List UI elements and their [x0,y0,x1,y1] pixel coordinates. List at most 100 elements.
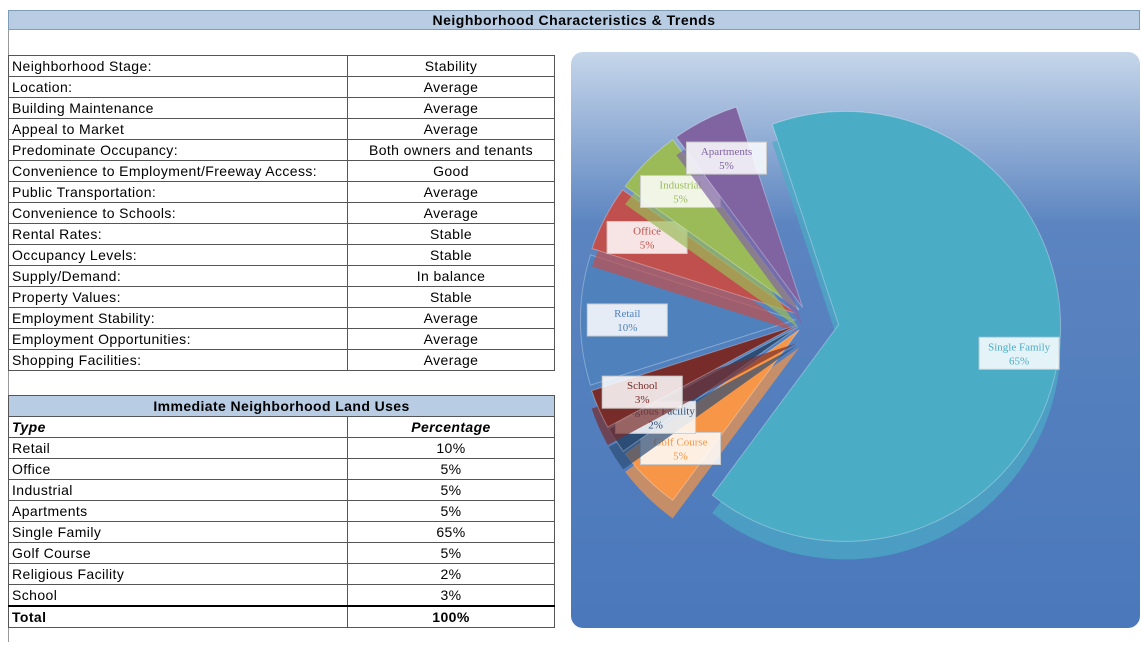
row: Apartments 5% [8,500,555,522]
pie-chart: Retail 10% Office 5% Industrial 5% Apartments 5… [571,52,1140,628]
total-label: Total [8,605,348,628]
label-cell: Supply/Demand: [8,265,348,287]
label-cell: Occupancy Levels: [8,244,348,266]
row: Golf Course 5% [8,542,555,564]
label-box [586,303,668,337]
slice [580,254,797,386]
row: Religious Facility 2% [8,563,555,585]
characteristics-table: Neighborhood Stage: Stability Location: Ave… [8,55,555,371]
total-value: 100% [347,605,555,628]
type-cell: Apartments [8,500,348,522]
percentage-cell: 3% [347,584,555,607]
row: Property Values: Stable [8,286,555,308]
row: Occupancy Levels: Stable [8,244,555,266]
slice-value-label: 5% [719,160,734,172]
label-cell: Neighborhood Stage: [8,55,348,77]
label-cell: Employment Opportunities: [8,328,348,350]
value-cell: Average [347,181,555,203]
row: Type Percentage [8,416,555,438]
type-cell: Golf Course [8,542,348,564]
row: Single Family 65% [8,521,555,543]
type-cell: Single Family [8,521,348,543]
percentage-cell: 5% [347,458,555,480]
row: Public Transportation: Average [8,181,555,203]
label-cell: Rental Rates: [8,223,348,245]
label-cell: Building Maintenance [8,97,348,119]
label-box [686,141,768,175]
type-cell: Religious Facility [8,563,348,585]
header-title: Neighborhood Characteristics & Trends [8,10,1140,30]
value-cell: In balance [347,265,555,287]
value-cell: Average [347,97,555,119]
label-cell: Shopping Facilities: [8,349,348,371]
row: Convenience to Employment/Freeway Access… [8,160,555,182]
row: School 3% [8,584,555,607]
slice-value-label: 5% [673,194,688,206]
value-cell: Average [347,202,555,224]
label-box [640,431,722,465]
percentage-cell: 2% [347,563,555,585]
row: Retail 10% [8,437,555,459]
row: Industrial 5% [8,479,555,501]
row: Location: Average [8,76,555,98]
type-cell: Retail [8,437,348,459]
row: Neighborhood Stage: Stability [8,55,555,77]
slice-category: Office [633,226,661,238]
row: Office 5% [8,458,555,480]
row: Supply/Demand: In balance [8,265,555,287]
value-cell: Average [347,118,555,140]
label-cell: Convenience to Schools: [8,202,348,224]
label-cell: Appeal to Market [8,118,348,140]
row: Employment Opportunities: Average [8,328,555,350]
row: Rental Rates: Stable [8,223,555,245]
percentage-cell: 5% [347,542,555,564]
percentage-cell: 5% [347,479,555,501]
label-cell: Predominate Occupancy: [8,139,348,161]
slice-category: Retail [614,308,640,320]
percentage-cell: 5% [347,500,555,522]
row: Convenience to Schools: Average [8,202,555,224]
label-box [601,375,683,409]
value-cell: Average [347,328,555,350]
value-cell: Stability [347,55,555,77]
slice-value-label: 10% [617,322,637,334]
label-cell: Location: [8,76,348,98]
slice-category: School [627,380,658,392]
slice-category: Single Family [988,341,1051,353]
slice-value-label: 2% [648,419,663,431]
value-cell: Average [347,307,555,329]
value-cell: Stable [347,244,555,266]
slice-side [608,345,798,470]
slice-category: Apartments [701,146,752,158]
row: Predominate Occupancy: Both owners and te… [8,139,555,161]
slice-value-label: 3% [635,394,650,406]
value-cell: Good [347,160,555,182]
column-header: Type [8,416,348,438]
label-cell: Public Transportation: [8,181,348,203]
table-title: Immediate Neighborhood Land Uses [8,395,555,417]
type-cell: School [8,584,348,607]
type-cell: Industrial [8,479,348,501]
label-cell: Employment Stability: [8,307,348,329]
slice-side [591,343,797,446]
slice-category: Golf Course [653,436,707,448]
value-cell: Stable [347,286,555,308]
value-cell: Stable [347,223,555,245]
value-cell: Average [347,76,555,98]
row: Employment Stability: Average [8,307,555,329]
percentage-cell: 65% [347,521,555,543]
slice-value-label: 5% [673,450,688,462]
column-header: Percentage [347,416,555,438]
value-cell: Both owners and tenants [347,139,555,161]
type-cell: Office [8,458,348,480]
row: Building Maintenance Average [8,97,555,119]
slice-category: Industrial [659,180,701,192]
row: Immediate Neighborhood Land Uses [8,395,555,417]
row: Appeal to Market Average [8,118,555,140]
value-cell: Average [347,349,555,371]
percentage-cell: 10% [347,437,555,459]
row: Shopping Facilities: Average [8,349,555,371]
label-cell: Convenience to Employment/Freeway Access… [8,160,348,182]
land-uses-table: Immediate Neighborhood Land Uses Type Per… [8,395,555,628]
